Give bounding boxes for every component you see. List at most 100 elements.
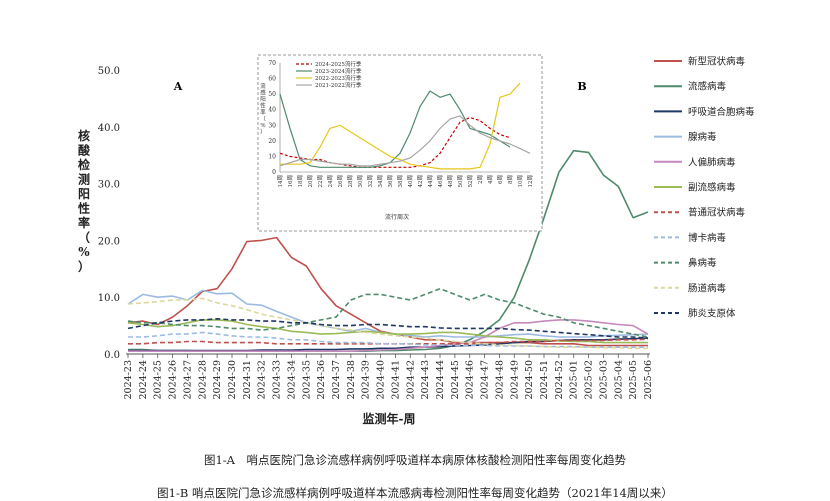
inset-legend: 2024-2025流行季2023-2024流行季2022-2023流行季2021… xyxy=(296,60,362,89)
legend-label: 博卡病毒 xyxy=(688,232,727,244)
main-x-tick-label: 2025-04 xyxy=(613,360,624,399)
main-series-line xyxy=(127,297,648,350)
inset-y-axis-label-char: 性 xyxy=(260,102,266,110)
inset-x-tick-label: 30周 xyxy=(357,175,364,188)
inset-y-axis-label-char: 感 xyxy=(260,89,266,97)
main-series-line xyxy=(128,331,648,349)
inset-series-line xyxy=(279,115,531,167)
main-x-tick-label: 2024-47 xyxy=(480,360,491,399)
main-x-tick-label: 2024-31 xyxy=(242,360,253,399)
main-x-tick-label: 2024-25 xyxy=(153,360,164,399)
main-x-tick-label: 2024-30 xyxy=(227,360,238,399)
main-series-line xyxy=(127,287,649,338)
inset-y-tick-label: 70 xyxy=(268,60,276,67)
inset-x-tick-label: 34周 xyxy=(377,175,384,188)
main-y-axis-label-char: 核 xyxy=(78,128,90,143)
main-x-tick-label: 2024-45 xyxy=(450,360,461,399)
inset-x-tick-label: 16周 xyxy=(287,175,294,188)
main-y-tick-label: 0.0 xyxy=(104,350,120,361)
main-x-tick-label: 2024-42 xyxy=(405,360,416,399)
inset-x-tick-label: 50周 xyxy=(457,175,464,188)
inset-x-tick-label: 24周 xyxy=(327,175,334,188)
legend-label: 普通冠状病毒 xyxy=(688,207,746,219)
main-x-tick-label: 2024-34 xyxy=(286,360,297,399)
inset-legend-label: 2024-2025流行季 xyxy=(315,60,362,68)
legend-label: 新型冠状病毒 xyxy=(688,56,746,68)
main-x-tick-label: 2024-33 xyxy=(272,360,283,399)
main-x-axis-label: 监测年-周 xyxy=(363,411,416,426)
main-y-axis-label-char: 性 xyxy=(77,201,90,216)
main-series-line xyxy=(128,319,649,353)
inset-legend-label: 2023-2024流行季 xyxy=(315,67,362,75)
inset-x-tick-label: 10周 xyxy=(517,175,524,188)
main-x-tick-label: 2024-35 xyxy=(301,360,312,399)
inset-x-tick-label: 40周 xyxy=(407,175,414,188)
inset-x-tick-label: 48周 xyxy=(447,175,454,188)
main-series-line xyxy=(127,317,649,339)
main-x-tick-label: 2025-05 xyxy=(628,360,639,399)
legend-label: 呼吸道合胞病毒 xyxy=(688,106,755,118)
inset-x-tick-label: 4周 xyxy=(487,175,494,184)
inset-x-tick-label: 44周 xyxy=(427,175,434,188)
inset-border xyxy=(257,54,543,232)
main-y-tick-label: 40.0 xyxy=(98,123,120,134)
inset-x-tick-label: 2周 xyxy=(477,175,484,184)
main-x-tick-label: 2024-51 xyxy=(539,360,550,399)
main-y-axis-label-char: 率 xyxy=(78,215,90,230)
inset-legend-label: 2021-2022流行季 xyxy=(315,81,362,89)
inset-y-tick-label: 0 xyxy=(272,169,276,176)
legend-label: 肠道病毒 xyxy=(688,282,727,294)
legend-label: 人偏肺病毒 xyxy=(688,156,736,168)
main-y-axis-label-char: （ xyxy=(78,230,90,245)
main-series-line xyxy=(127,289,649,338)
main-x-tick-label: 2024-52 xyxy=(554,360,565,399)
main-x-tick-label: 2024-44 xyxy=(435,360,446,399)
main-x-tick-label: 2025-01 xyxy=(569,360,580,399)
main-x-tick-label: 2025-03 xyxy=(598,360,609,399)
legend-label: 肺炎支原体 xyxy=(688,308,736,320)
inset-x-tick-labels: 14周 16周 18周 20周 22周 24周 26周 28周 30周 32周 34周 36周 38周 4… xyxy=(277,175,534,188)
main-x-tick-label: 2024-24 xyxy=(138,360,149,399)
inset-y-axis-label-char: % xyxy=(260,123,265,129)
inset-x-tick-label: 20周 xyxy=(307,175,314,188)
inset-x-tick-label: 38周 xyxy=(397,175,404,188)
main-series xyxy=(127,149,649,353)
legend-label: 副流感病毒 xyxy=(688,182,736,194)
panel-label-b: B xyxy=(577,80,586,93)
main-y-axis-label-char: ） xyxy=(78,259,90,274)
main-x-tick-label: 2024-26 xyxy=(168,360,179,399)
main-x-tick-label: 2024-29 xyxy=(212,360,223,399)
main-y-tick-label: 20.0 xyxy=(98,236,120,247)
inset-series-line xyxy=(280,82,521,170)
main-y-axis-label-char: 阳 xyxy=(78,186,90,201)
inset-x-tick-label: 32周 xyxy=(367,175,374,188)
main-y-axis-label: 核酸检测阳性率（%） xyxy=(77,128,91,274)
inset-x-tick-label: 12周 xyxy=(527,175,534,188)
inset-y-axis-label-char: 阳 xyxy=(260,95,266,103)
main-x-tick-label: 2024-43 xyxy=(420,360,431,399)
inset-x-tick-label: 22周 xyxy=(317,175,324,188)
main-x-tick-label: 2025-02 xyxy=(584,360,595,399)
caption-figure-1b: 图1-B 哨点医院门急诊流感样病例呼吸道样本流感病毒检测阳性率每周变化趋势（20… xyxy=(157,486,673,500)
caption-figure-1a: 图1-A 哨点医院门急诊流感样病例呼吸道样本病原体核酸检测阳性率每周变化趋势 xyxy=(203,453,626,467)
main-y-tick-label: 10.0 xyxy=(98,293,120,304)
main-x-tick-label: 2024-23 xyxy=(123,360,134,399)
main-y-tick-label: 50.0 xyxy=(98,66,120,77)
legend: 新型冠状病毒流感病毒呼吸道合胞病毒腺病毒人偏肺病毒副流感病毒普通冠状病毒博卡病毒… xyxy=(654,56,755,320)
legend-label: 流感病毒 xyxy=(688,81,727,93)
main-x-tick-label: 2025-06 xyxy=(643,360,654,399)
inset-x-tick-label: 8周 xyxy=(507,175,514,184)
inset-x-tick-label: 18周 xyxy=(297,175,304,188)
inset-x-tick-label: 36周 xyxy=(387,175,394,188)
main-axes xyxy=(126,353,650,358)
main-x-tick-label: 2024-40 xyxy=(376,360,387,399)
inset-series-line xyxy=(279,116,511,168)
inset-series xyxy=(279,82,531,170)
inset-y-axis-label-char: ） xyxy=(260,129,266,136)
inset-x-tick-label: 46周 xyxy=(437,175,444,188)
main-chart: 0.010.020.030.040.050.0 2024-23 2024-24 20… xyxy=(77,66,654,426)
main-x-tick-label: 2024-49 xyxy=(509,360,520,399)
main-x-tick-label: 2024-39 xyxy=(361,360,372,399)
main-x-tick-label: 2024-32 xyxy=(257,360,268,399)
